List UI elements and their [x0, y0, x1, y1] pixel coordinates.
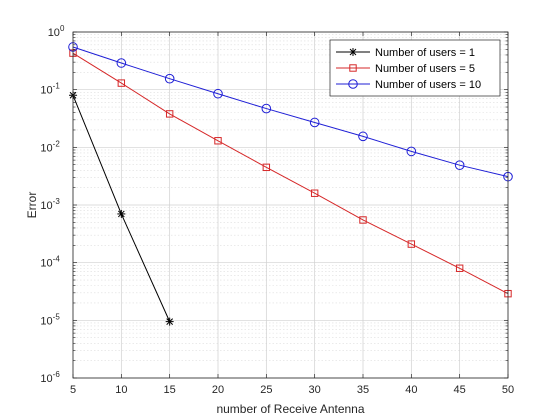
- x-tick-label: 45: [454, 384, 466, 396]
- y-axis-title: Error: [25, 192, 39, 219]
- y-tick-label: 10-2: [40, 139, 60, 154]
- data-point-square: [117, 79, 126, 87]
- legend-label: Number of users = 5: [375, 63, 475, 75]
- x-tick-label: 25: [260, 384, 272, 396]
- data-point-circle: [213, 88, 223, 99]
- data-point-asterisk: [117, 209, 126, 218]
- legend-item: Number of users = 10: [336, 79, 481, 91]
- y-tick-label: 10-5: [40, 312, 60, 327]
- data-point-square: [349, 64, 357, 72]
- y-tick-label: 100: [48, 24, 65, 39]
- data-point-circle: [261, 103, 272, 114]
- x-tick-label: 5: [70, 384, 76, 396]
- y-tick-label: 10-4: [40, 255, 60, 270]
- y-tick-labels: 100 10-1 10-2 10-3 10-4 10-5 10-6: [40, 24, 65, 385]
- y-tick-label: 10-3: [40, 197, 60, 212]
- data-point-square: [407, 240, 416, 248]
- series-2: [69, 49, 512, 298]
- x-tick-label: 15: [164, 384, 176, 396]
- data-point-circle: [309, 117, 320, 128]
- asterisk-stroke: [349, 48, 357, 56]
- data-point-circle: [116, 58, 127, 68]
- data-point-asterisk: [165, 317, 174, 326]
- legend-label: Number of users = 10: [375, 79, 481, 91]
- x-tick-label: 50: [502, 384, 514, 396]
- data-point-square: [262, 163, 271, 172]
- minor-grid: [73, 34, 508, 361]
- y-tick-label: 10-1: [40, 82, 60, 97]
- data-point-square: [359, 216, 367, 224]
- series-line: [72, 46, 509, 178]
- data-point-square: [310, 189, 319, 197]
- data-point-asterisk: [349, 48, 357, 56]
- x-tick-label: 30: [309, 384, 321, 396]
- data-point-circle: [348, 79, 358, 89]
- asterisk-stroke: [117, 210, 125, 218]
- legend-label: Number of users = 1: [375, 47, 475, 59]
- data-point-square: [455, 264, 464, 272]
- data-point-circle: [406, 146, 417, 157]
- ticks-layer: [72, 31, 509, 379]
- data-point-square: [165, 110, 174, 118]
- x-tick-label: 40: [405, 384, 417, 396]
- asterisk-stroke: [166, 318, 174, 325]
- x-tick-labels: 5 10 15 20 25 30 35 40 45 50: [70, 384, 514, 396]
- x-tick-label: 20: [212, 384, 224, 396]
- series-3: [68, 42, 513, 182]
- data-point-circle: [454, 160, 465, 170]
- data-point-square: [214, 137, 222, 145]
- data-point-circle: [164, 73, 175, 84]
- x-tick-label: 35: [357, 384, 369, 396]
- legend: Number of users = 1 Number of users = 5 Nu…: [329, 39, 501, 97]
- legend-item: Number of users = 5: [336, 63, 475, 75]
- x-axis-title: number of Receive Antenna: [216, 402, 364, 416]
- data-point-circle: [358, 131, 368, 142]
- series-line: [72, 52, 509, 295]
- x-tick-label: 10: [115, 384, 127, 396]
- legend-item: Number of users = 1: [336, 47, 475, 59]
- y-tick-label: 10-6: [40, 370, 60, 385]
